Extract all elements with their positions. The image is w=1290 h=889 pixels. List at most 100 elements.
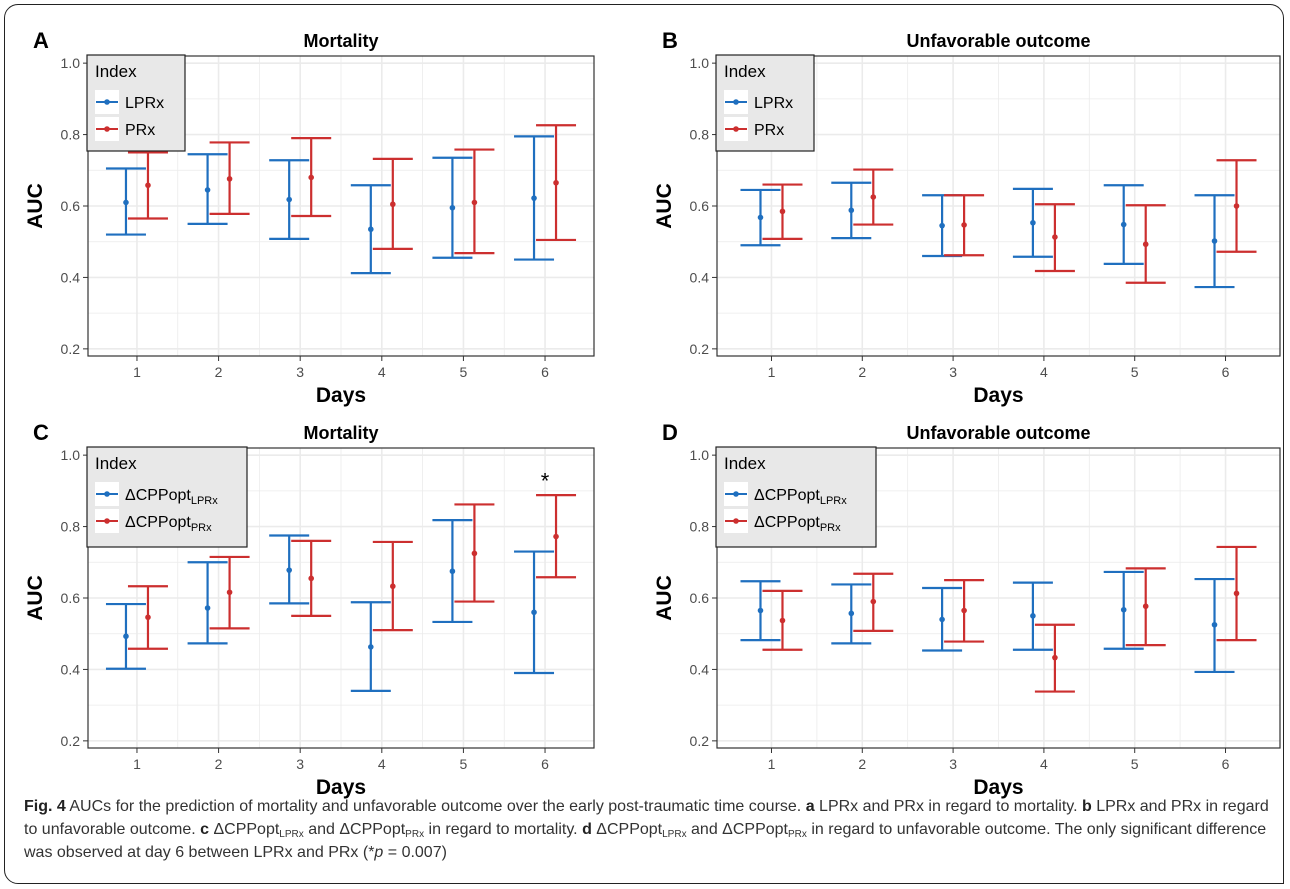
caption-a-letter: a bbox=[805, 798, 815, 815]
data-point bbox=[286, 567, 292, 573]
panel-c: C Mortality 0.2 0.4 0.6 0.8 1.0 1 2 3 4 5 6 Days AUC * I… bbox=[24, 420, 595, 799]
x-axis-label: Days bbox=[316, 384, 366, 407]
caption-d-sub-2: PRx bbox=[788, 829, 807, 840]
data-point bbox=[961, 222, 967, 228]
data-point bbox=[1120, 221, 1127, 228]
y-tick-label: 0.8 bbox=[690, 127, 710, 143]
data-point bbox=[757, 607, 764, 614]
data-point bbox=[471, 199, 478, 206]
caption-b-text: LPRx and PRx in regard to unfavorable ou… bbox=[24, 798, 1269, 838]
y-axis-label: AUC bbox=[653, 575, 676, 621]
series-blue bbox=[740, 570, 1235, 674]
data-point bbox=[961, 607, 967, 614]
x-axis-label: Days bbox=[973, 776, 1023, 799]
panel-b: B Unfavorable outcome 0.2 0.4 0.6 0.8 1.0 1 2 3 4 5… bbox=[653, 28, 1281, 407]
legend: Index ΔCPPoptLPRx ΔCPPoptPRx bbox=[715, 446, 877, 548]
legend-title: Index bbox=[724, 62, 766, 81]
panel-a: A Mortality 0.2 0.4 0.6 0.8 1.0 1 2 3 4 5 6 Days AUC In… bbox=[24, 28, 595, 407]
caption-d-text-4: = 0.007) bbox=[383, 844, 447, 861]
figure-plots: A Mortality 0.2 0.4 0.6 0.8 1.0 1 2 3 4 5 6 Days AUC In… bbox=[24, 28, 1281, 799]
x-tick-label: 1 bbox=[768, 364, 776, 380]
figure-caption: Fig. 4 AUCs for the prediction of mortal… bbox=[24, 795, 1274, 864]
y-tick-label: 1.0 bbox=[690, 55, 710, 71]
x-tick-label: 3 bbox=[949, 756, 957, 772]
y-tick-label: 0.4 bbox=[61, 269, 81, 285]
y-tick-label: 0.6 bbox=[61, 198, 81, 214]
caption-c-letter: c bbox=[200, 821, 210, 838]
x-tick-label: 4 bbox=[1040, 364, 1048, 380]
legend-entry: LPRx bbox=[125, 95, 164, 112]
data-point bbox=[870, 598, 877, 605]
caption-d-letter: d bbox=[582, 821, 592, 838]
legend-key-point bbox=[104, 99, 110, 105]
x-tick-label: 6 bbox=[1222, 756, 1230, 772]
data-point bbox=[553, 179, 559, 186]
legend: Index ΔCPPoptLPRx ΔCPPoptPRx bbox=[86, 446, 248, 548]
series-red bbox=[127, 124, 577, 255]
data-point bbox=[939, 616, 945, 623]
series-blue bbox=[105, 519, 555, 692]
data-point bbox=[308, 174, 314, 181]
data-point bbox=[123, 199, 129, 206]
data-point bbox=[449, 568, 456, 575]
panel-title: Mortality bbox=[303, 423, 378, 443]
legend-entry: ΔCPPoptLPRx bbox=[754, 487, 847, 507]
data-point bbox=[848, 207, 855, 214]
x-tick-label: 4 bbox=[378, 756, 386, 772]
data-point bbox=[531, 195, 537, 201]
panel-d: D Unfavorable outcome 0.2 0.4 0.6 0.8 1.0 1 2 3 4 5… bbox=[653, 420, 1281, 799]
caption-d-text-2: and ΔCPPopt bbox=[686, 821, 788, 838]
data-point bbox=[308, 575, 314, 582]
caption-d-text-1: ΔCPPopt bbox=[591, 821, 663, 838]
data-point bbox=[939, 222, 945, 229]
legend-entry: ΔCPPoptLPRx bbox=[125, 487, 218, 507]
data-point bbox=[390, 583, 396, 590]
data-point bbox=[848, 610, 855, 617]
legend: Index LPRx PRx bbox=[86, 54, 186, 152]
caption-c-sub-2: PRx bbox=[405, 829, 425, 840]
legend-key-point bbox=[104, 126, 110, 132]
legend-entry: PRx bbox=[125, 122, 155, 139]
legend-key-point bbox=[733, 126, 739, 132]
y-tick-label: 0.2 bbox=[690, 341, 710, 357]
panel-letter: A bbox=[33, 28, 49, 53]
legend-entry: PRx bbox=[754, 122, 784, 139]
x-tick-label: 1 bbox=[133, 364, 141, 380]
y-tick-label: 0.2 bbox=[61, 733, 81, 749]
y-axis-label: AUC bbox=[24, 575, 47, 621]
data-point bbox=[123, 633, 129, 640]
x-tick-label: 3 bbox=[296, 756, 304, 772]
panel-title: Mortality bbox=[303, 31, 378, 51]
caption-fig-label: Fig. 4 bbox=[24, 798, 66, 815]
legend: Index LPRx PRx bbox=[715, 54, 815, 152]
y-tick-label: 0.6 bbox=[690, 198, 710, 214]
data-point bbox=[1211, 238, 1218, 244]
series-red bbox=[762, 159, 1257, 284]
significance-marker: * bbox=[541, 468, 550, 493]
caption-d-sub-1: LPRx bbox=[662, 829, 687, 840]
x-tick-label: 1 bbox=[133, 756, 141, 772]
x-tick-label: 2 bbox=[858, 756, 866, 772]
x-tick-label: 4 bbox=[378, 364, 386, 380]
y-tick-label: 1.0 bbox=[61, 447, 81, 463]
x-axis-label: Days bbox=[973, 384, 1023, 407]
data-point bbox=[145, 614, 151, 621]
y-axis-label: AUC bbox=[653, 183, 676, 229]
data-point bbox=[870, 194, 877, 200]
data-point bbox=[757, 214, 764, 221]
series-blue bbox=[740, 181, 1235, 289]
data-point bbox=[226, 589, 233, 596]
x-tick-label: 5 bbox=[1131, 364, 1139, 380]
x-tick-label: 2 bbox=[215, 756, 223, 772]
data-point bbox=[145, 182, 151, 189]
x-tick-label: 4 bbox=[1040, 756, 1048, 772]
legend-title: Index bbox=[95, 454, 137, 473]
data-point bbox=[204, 187, 211, 193]
legend-entry: LPRx bbox=[754, 95, 793, 112]
y-tick-label: 1.0 bbox=[690, 447, 710, 463]
y-tick-label: 0.4 bbox=[690, 269, 710, 285]
panel-letter: C bbox=[33, 420, 49, 445]
legend-key-point bbox=[104, 491, 110, 497]
series-red bbox=[762, 545, 1257, 693]
y-tick-label: 0.2 bbox=[690, 733, 710, 749]
